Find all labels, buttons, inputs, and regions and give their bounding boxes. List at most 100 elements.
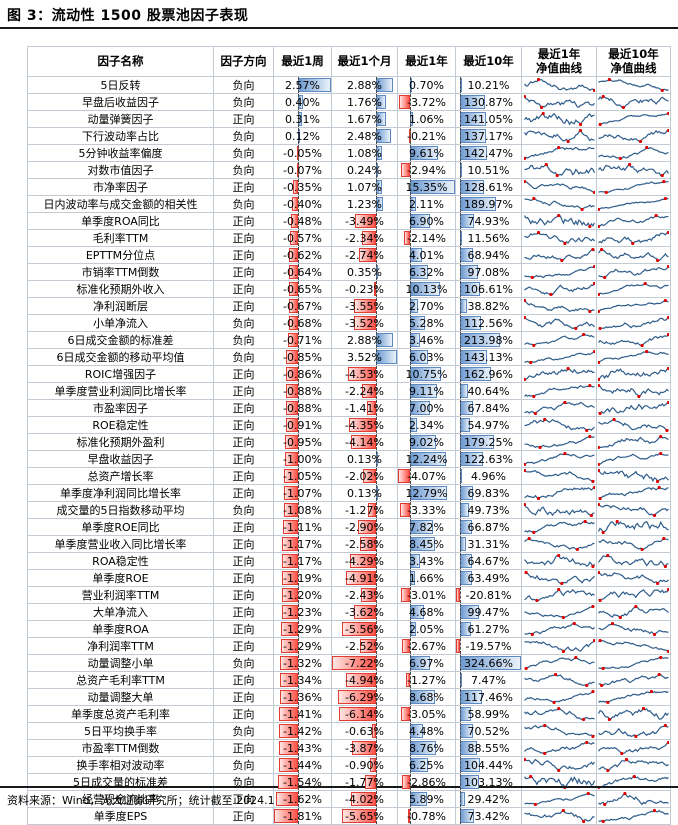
return-value: 2.88% xyxy=(347,333,382,347)
return-1y-cell: 9.11% xyxy=(397,382,456,400)
return-value: 61.27% xyxy=(467,622,510,636)
direction-cell: 正向 xyxy=(213,450,274,468)
data-bar xyxy=(280,673,298,687)
zero-axis-line xyxy=(409,247,411,263)
zero-axis-line xyxy=(459,689,461,705)
sparkline-10y xyxy=(598,486,669,500)
direction-cell: 正向 xyxy=(213,399,274,417)
return-1y-cell: 1.66% xyxy=(397,569,456,587)
return-value: -1.44% xyxy=(283,758,322,772)
direction-label: 负向 xyxy=(232,759,255,772)
return-value: 189.97% xyxy=(464,197,513,211)
return-value: 0.12% xyxy=(285,129,320,143)
sparkline-10y-cell xyxy=(596,110,671,128)
data-bar xyxy=(345,571,376,585)
return-value: -4.94% xyxy=(345,673,384,687)
return-value: 68.94% xyxy=(467,248,510,262)
return-10y-cell: 69.83% xyxy=(455,484,522,502)
sparkline-1y-cell xyxy=(521,484,597,502)
data-bar xyxy=(400,707,410,721)
table-row: 6日成交金额的移动平均值 负向 -0.85% 3.52% 6.03% 143.13% xyxy=(27,348,671,366)
table-row: 单季度营业利润同比增长率 正向 -0.88% -2.24% 9.11% 40.64% xyxy=(27,382,671,400)
factor-name: 标准化预期外盈利 xyxy=(76,436,165,449)
sparkline-1y-cell xyxy=(521,195,597,213)
data-bar xyxy=(286,367,298,381)
high-point-marker xyxy=(592,486,595,490)
return-value: 112.56% xyxy=(464,316,513,330)
sparkline-10y-cell xyxy=(596,93,671,111)
direction-cell: 正向 xyxy=(213,688,274,706)
data-bar xyxy=(459,299,468,313)
return-1m-cell: -2.43% xyxy=(331,586,398,604)
return-value: -0.95% xyxy=(283,435,322,449)
data-bar xyxy=(358,520,376,534)
high-point-marker xyxy=(666,112,669,116)
low-point-marker xyxy=(561,649,565,653)
zero-axis-line xyxy=(409,332,411,348)
return-value: -1.00% xyxy=(283,452,322,466)
return-1m-cell: 0.24% xyxy=(331,161,398,179)
direction-label: 正向 xyxy=(232,555,255,568)
return-10y-cell: 112.56% xyxy=(455,314,522,332)
sparkline-10y xyxy=(598,758,669,772)
high-point-marker xyxy=(600,248,604,252)
low-point-marker xyxy=(634,734,638,738)
return-value: 12.79% xyxy=(405,486,448,500)
factor-name: 单季度营业利润同比增长率 xyxy=(54,385,187,398)
high-point-marker xyxy=(657,673,661,677)
sparkline-10y xyxy=(598,435,669,449)
return-value: 9.02% xyxy=(409,435,444,449)
return-1y-cell: 4.68% xyxy=(397,603,456,621)
low-point-marker xyxy=(581,717,585,721)
column-header-return-1w: 最近1周 xyxy=(273,46,332,77)
low-point-marker xyxy=(534,598,538,602)
return-1y-cell: 2.70% xyxy=(397,297,456,315)
factor-name: 换手率相对波动率 xyxy=(76,759,165,772)
zero-axis-line xyxy=(375,451,377,467)
low-point-marker xyxy=(631,241,635,245)
return-10y-cell: 58.99% xyxy=(455,705,522,723)
zero-axis-line xyxy=(459,247,461,263)
data-bar xyxy=(279,724,298,738)
zero-axis-line xyxy=(459,723,461,739)
sparkline-10y xyxy=(598,214,669,228)
return-1w-cell: -0.48% xyxy=(273,212,332,230)
sparkline-1y xyxy=(523,401,595,415)
return-1m-cell: 3.52% xyxy=(331,348,398,366)
sparkline-1y xyxy=(523,248,595,262)
sparkline-10y-cell xyxy=(596,603,671,621)
sparkline-10y xyxy=(598,146,669,160)
table-row: 小单净流入 负向 -0.68% -3.52% 5.28% 112.56% xyxy=(27,314,671,332)
zero-axis-line xyxy=(459,77,461,93)
direction-cell: 负向 xyxy=(213,348,274,366)
return-value: 324.66% xyxy=(464,656,513,670)
sparkline-10y xyxy=(598,537,669,551)
zero-axis-line xyxy=(409,723,411,739)
return-value: 54.97% xyxy=(467,418,510,432)
high-point-marker xyxy=(590,248,594,252)
return-10y-cell: 4.96% xyxy=(455,467,522,485)
factor-name: 5日成交量的标准差 xyxy=(73,776,168,789)
sparkline-1y-cell xyxy=(521,654,597,672)
return-value: -20.81% xyxy=(465,588,512,602)
return-1m-cell: -5.56% xyxy=(331,620,398,638)
zero-axis-line xyxy=(297,77,299,93)
direction-label: 正向 xyxy=(232,385,255,398)
return-10y-cell: 179.25% xyxy=(455,433,522,451)
return-value: -2.90% xyxy=(345,520,384,534)
sparkline-1y-cell xyxy=(521,569,597,587)
zero-axis-line xyxy=(409,366,411,382)
return-value: -3.62% xyxy=(345,605,384,619)
return-1m-cell: -0.90% xyxy=(331,756,398,774)
data-bar xyxy=(292,197,298,211)
high-point-marker xyxy=(556,554,560,558)
high-point-marker xyxy=(601,95,605,99)
data-bar xyxy=(279,690,298,704)
zero-axis-line xyxy=(409,213,411,229)
sparkline-1y xyxy=(523,758,595,772)
return-value: -1.08% xyxy=(283,503,322,517)
zero-axis-line xyxy=(459,519,461,535)
return-1w-cell: -0.71% xyxy=(273,331,332,349)
return-value: 73.42% xyxy=(467,809,510,823)
high-point-marker xyxy=(544,163,548,167)
